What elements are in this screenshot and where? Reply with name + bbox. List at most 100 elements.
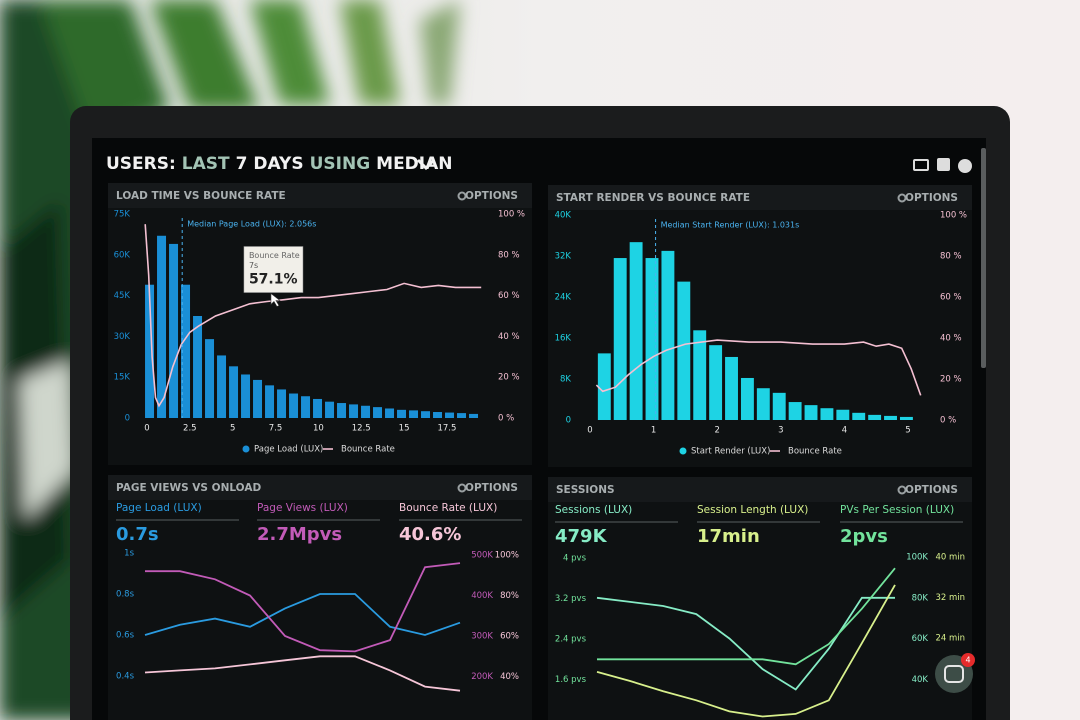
x-tick-label: 0 bbox=[587, 426, 592, 436]
bar bbox=[788, 402, 802, 420]
bar bbox=[301, 396, 311, 418]
kpi-value: 0.7s bbox=[116, 524, 159, 545]
y2-tick-label: 80 % bbox=[940, 252, 962, 262]
bar bbox=[313, 398, 323, 418]
panel-header bbox=[548, 477, 972, 502]
bar bbox=[421, 411, 431, 418]
y2-tick-label: 200K bbox=[471, 672, 493, 682]
y-tick-label: 0 bbox=[125, 414, 130, 424]
y-tick-label: 0.6s bbox=[116, 631, 135, 641]
kpi-label: Sessions (LUX) bbox=[555, 504, 632, 516]
y-tick-label: 30K bbox=[114, 332, 131, 342]
bar bbox=[145, 284, 155, 418]
y-tick-label: 8K bbox=[560, 375, 571, 385]
x-tick-label: 5 bbox=[230, 424, 235, 434]
options-button[interactable]: OPTIONS bbox=[905, 484, 958, 496]
bar bbox=[613, 258, 627, 420]
bar bbox=[373, 407, 383, 418]
y-tick-label: 2.4 pvs bbox=[555, 635, 587, 645]
bar bbox=[277, 389, 287, 418]
kpi-value: 479K bbox=[555, 526, 608, 547]
bar bbox=[241, 374, 251, 418]
y-tick-label: 15K bbox=[114, 373, 131, 383]
x-tick-label: 2.5 bbox=[183, 424, 197, 434]
y2-tick-label: 60 % bbox=[940, 293, 962, 303]
share-icon[interactable] bbox=[937, 158, 950, 171]
help-icon[interactable] bbox=[958, 159, 972, 173]
options-button[interactable]: OPTIONS bbox=[465, 190, 518, 202]
y-tick-label: 3.2 pvs bbox=[555, 594, 587, 604]
bar bbox=[337, 403, 347, 418]
x-tick-label: 1 bbox=[651, 426, 656, 436]
y-tick-label: 40K bbox=[555, 211, 572, 221]
bar bbox=[445, 412, 455, 418]
bar bbox=[397, 409, 407, 418]
bar bbox=[820, 408, 834, 420]
options-button[interactable]: OPTIONS bbox=[465, 482, 518, 494]
legend-label: Bounce Rate bbox=[788, 447, 842, 457]
bar bbox=[433, 412, 443, 418]
kpi-label: PVs Per Session (LUX) bbox=[840, 504, 954, 516]
y2-tick-label: 0 % bbox=[498, 414, 514, 424]
median-label: Median Page Load (LUX): 2.056s bbox=[187, 220, 316, 229]
bar bbox=[836, 409, 850, 420]
line bbox=[144, 593, 461, 636]
y2-tick-label: 100K bbox=[906, 553, 928, 563]
y-tick-label: 16K bbox=[555, 334, 572, 344]
panel-header bbox=[548, 185, 972, 210]
panel-header bbox=[108, 183, 532, 208]
bar bbox=[756, 388, 770, 420]
y2-tick-label: 40K bbox=[912, 675, 929, 685]
panel-title: START RENDER VS BOUNCE RATE bbox=[556, 192, 750, 204]
y-tick-label: 32K bbox=[555, 252, 572, 262]
monitor-icon[interactable] bbox=[913, 159, 929, 171]
y-tick-label: 4 pvs bbox=[563, 554, 587, 564]
options-icon bbox=[897, 193, 907, 203]
line bbox=[145, 562, 461, 653]
title-part[interactable]: MEDIAN bbox=[376, 154, 452, 174]
bar bbox=[169, 243, 179, 418]
title-part: USERS: bbox=[106, 154, 176, 174]
notification-badge bbox=[961, 653, 975, 667]
bar bbox=[899, 416, 913, 420]
bar bbox=[740, 377, 754, 420]
scrollbar[interactable] bbox=[981, 148, 986, 368]
bar bbox=[469, 413, 479, 418]
y-tick-label: 1.6 pvs bbox=[555, 675, 587, 685]
tooltip-value: 57.1% bbox=[249, 272, 298, 288]
bar bbox=[661, 250, 675, 420]
bar bbox=[852, 412, 866, 420]
line bbox=[596, 596, 895, 691]
options-icon bbox=[457, 191, 467, 201]
x-tick-label: 5 bbox=[905, 426, 910, 436]
bar bbox=[597, 353, 611, 420]
y-tick-label: 0 bbox=[566, 416, 571, 426]
y3-tick-label: 60% bbox=[500, 632, 519, 642]
legend-label: Page Load (LUX) bbox=[254, 445, 323, 455]
x-tick-label: 10 bbox=[313, 424, 324, 434]
y-tick-label: 60K bbox=[114, 250, 131, 260]
title-part: USING bbox=[310, 154, 371, 174]
y2-tick-label: 100 % bbox=[498, 210, 525, 220]
x-tick-label: 0 bbox=[144, 424, 149, 434]
bar bbox=[884, 415, 897, 420]
bar bbox=[804, 405, 818, 420]
x-tick-label: 4 bbox=[842, 426, 847, 436]
bar bbox=[193, 316, 203, 418]
x-tick-label: 7.5 bbox=[269, 424, 283, 434]
bar bbox=[229, 366, 239, 418]
legend-marker bbox=[242, 445, 250, 453]
notification-count: 4 bbox=[965, 656, 970, 665]
y2-tick-label: 20 % bbox=[498, 373, 520, 383]
bar bbox=[409, 410, 419, 418]
bar bbox=[645, 258, 659, 420]
bar bbox=[693, 330, 707, 420]
bar bbox=[253, 379, 263, 418]
options-button[interactable]: OPTIONS bbox=[905, 192, 958, 204]
panel-title: PAGE VIEWS VS ONLOAD bbox=[116, 482, 261, 494]
dropdown-arrow[interactable] bbox=[416, 158, 436, 171]
bar bbox=[361, 405, 371, 418]
kpi-label: Page Views (LUX) bbox=[257, 502, 348, 514]
